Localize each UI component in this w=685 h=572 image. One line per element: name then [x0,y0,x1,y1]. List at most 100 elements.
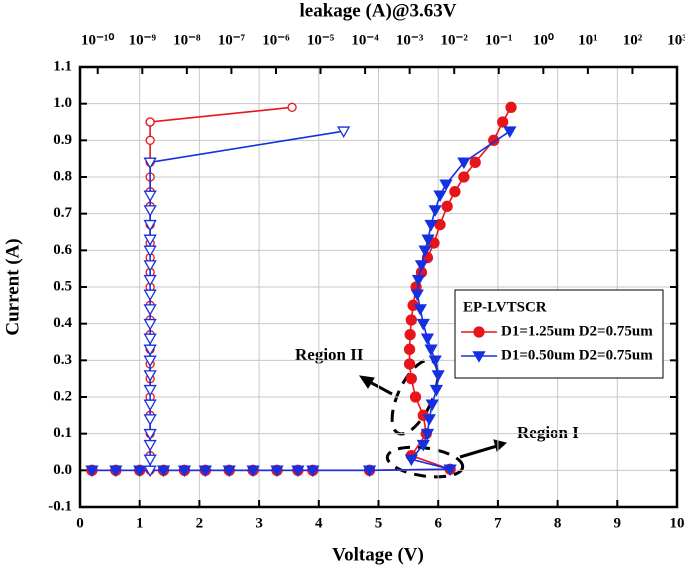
data-point [428,355,442,368]
data-point [362,465,377,478]
data-point [431,370,445,382]
y-tick-label: 1.1 [53,58,72,74]
x-tick-label: 5 [375,515,383,531]
data-point [143,344,157,357]
x2-tick-label: 10⁻⁶ [262,32,290,48]
data-point [143,205,157,217]
x-tick-label: 2 [196,515,204,531]
x2-tick-label: 10⁻⁸ [173,32,201,48]
legend-title: EP-LVTSCR [463,299,547,315]
y-tick-label: 0.0 [53,462,72,478]
data-point [410,289,424,302]
y-tick-label: 0.3 [53,352,72,368]
data-point [404,454,418,467]
y-tick-label: -0.1 [48,498,72,514]
data-point [429,384,444,397]
leakage-line [149,130,344,471]
data-point [143,428,157,441]
data-point [246,465,260,478]
x2-tick-label: 10¹ [578,32,598,48]
data-point [404,329,416,341]
x2-tick-label: 10⁻¹ [485,32,512,48]
leakage-line [149,106,293,471]
x-tick-label: 10 [670,515,685,531]
data-point [143,439,157,452]
x2-tick-label: 10⁻² [440,32,468,48]
x-tick-label: 0 [76,515,84,531]
x2-tick-label: 10³ [667,32,685,48]
data-point [416,318,430,331]
x-tick-label: 4 [315,515,323,531]
legend: EP-LVTSCR D1=1.25um D2=0.75um D1=0.50um D2… [454,289,664,379]
data-point [503,126,517,138]
legend-box [454,289,664,379]
x-axis-label: Voltage (V) [332,544,424,565]
data-point [497,116,509,128]
x2-tick-label: 10² [623,32,643,48]
data-point [441,200,453,212]
data-point [198,465,212,478]
data-point [143,355,157,368]
data-point [85,465,99,478]
x-tick-label: 1 [136,515,144,531]
data-point [443,464,457,477]
data-point [143,245,157,258]
data-point [424,344,438,357]
data-point [434,219,446,231]
data-point [433,190,447,203]
y-tick-label: 0.7 [53,205,72,221]
data-point [143,260,157,272]
data-point [143,454,157,467]
data-point [458,171,470,183]
data-point [405,373,417,385]
data-point [287,102,297,112]
data-point [145,117,155,127]
data-point [403,343,416,355]
data-point [421,234,435,247]
data-point [422,414,436,426]
data-point [143,333,157,346]
data-point [416,439,430,452]
legend-label: D1=1.25um D2=0.75um [501,323,653,339]
y-tick-label: 0.2 [53,388,72,404]
data-point [133,465,147,478]
data-point [449,186,461,198]
x-tick-label: 6 [434,515,442,531]
data-point [109,465,123,478]
x-tick-label: 7 [494,515,502,531]
data-point [143,465,157,478]
x2-tick-label: 10⁻⁴ [351,32,379,48]
x-tick-label: 3 [255,515,263,531]
y-tick-label: 0.9 [53,132,72,148]
data-point [143,384,157,397]
x-tick-label: 9 [614,515,622,531]
data-point [306,465,320,478]
x2-tick-label: 10⁻⁹ [129,32,157,48]
data-point [403,358,416,370]
data-point [177,465,192,478]
data-point [270,465,284,478]
y-axis-label: Current (A) [2,238,23,335]
x2-axis-label: leakage (A)@3.63V [300,0,457,21]
data-point [291,465,305,478]
data-point [143,370,157,382]
data-point [439,179,453,192]
data-point [145,135,155,145]
data-point [156,465,171,478]
y-tick-label: 0.1 [53,425,72,441]
annotation: Region I [517,423,579,442]
data-point [457,157,471,170]
data-point [405,314,417,326]
y-tick-label: 1.0 [53,95,72,111]
data-point [411,274,426,287]
y-tick-label: 0.6 [53,242,72,258]
x2-tick-label: 10⁻³ [396,32,424,48]
data-point [469,156,481,168]
data-point [418,245,432,258]
data-point [409,391,422,403]
data-point [413,304,427,316]
y-tick-label: 0.5 [53,278,72,294]
data-point [420,333,435,346]
annotation: Region II [295,345,364,364]
